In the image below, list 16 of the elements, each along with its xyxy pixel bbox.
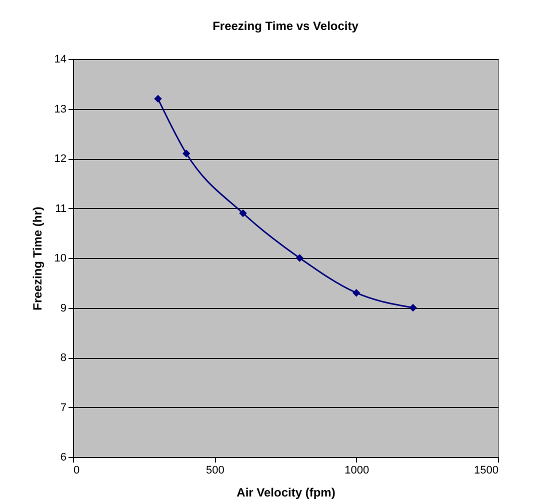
x-tick-label: 0: [74, 464, 80, 476]
x-tick-label: 1000: [344, 464, 370, 476]
y-tick-label: 13: [54, 103, 66, 116]
x-tick-label: 1500: [474, 464, 498, 476]
chart-title: Freezing Time vs Velocity: [212, 19, 359, 33]
x-tick-label: 500: [206, 464, 224, 476]
y-tick-label: 6: [60, 452, 66, 464]
y-tick-label: 10: [54, 252, 66, 264]
y-tick-label: 14: [54, 54, 66, 66]
y-tick-label: 8: [60, 352, 66, 364]
y-tick-label: 7: [60, 402, 66, 414]
y-tick-label: 12: [54, 153, 66, 165]
x-axis-title: Air Velocity (fpm): [236, 486, 336, 500]
y-tick-label: 11: [55, 202, 66, 215]
y-tick-label: 9: [60, 302, 66, 314]
y-axis-title: Freezing Time (hr): [30, 206, 44, 310]
